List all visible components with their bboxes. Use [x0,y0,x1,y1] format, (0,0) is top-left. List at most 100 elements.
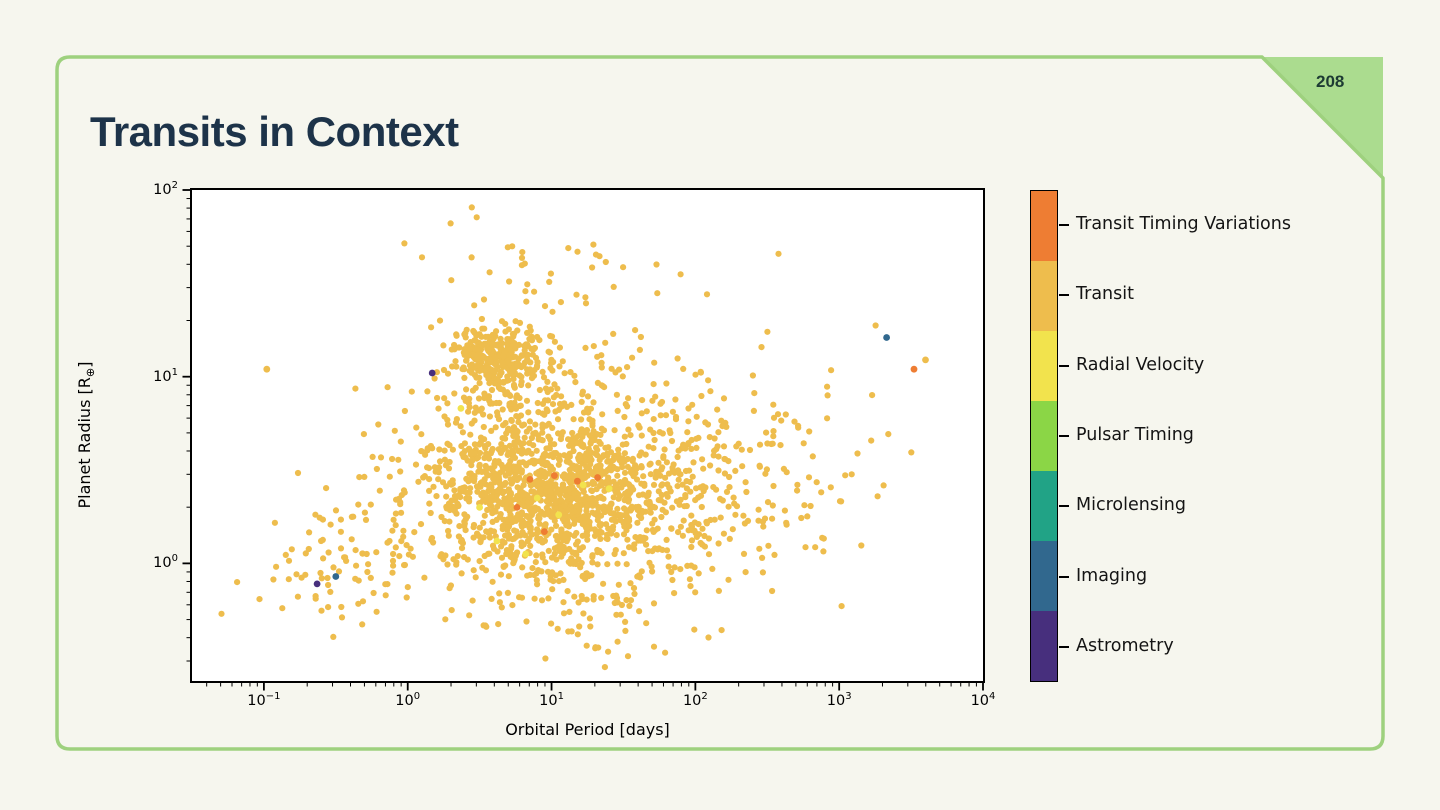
scatter-point [498,318,506,325]
scatter-point [538,597,546,604]
scatter-point [547,436,554,443]
scatter-point [496,480,503,487]
scatter-point [634,573,641,580]
scatter-point [466,489,473,496]
scatter-point [658,513,665,521]
scatter-point [355,501,362,508]
scatter-point [442,616,449,623]
scatter-point [639,397,646,404]
scatter-point-outlier [526,476,534,483]
scatter-point [305,545,312,553]
scatter-point [615,446,622,453]
scatter-point [218,610,225,617]
scatter-point [635,422,642,429]
legend-label: Pulsar Timing [1076,425,1194,445]
scatter-point [359,598,367,605]
scatter-point [587,623,594,630]
scatter-point [665,563,672,570]
scatter-point [698,392,705,400]
scatter-point [614,638,621,645]
scatter-point [710,452,717,459]
scatter-point [650,481,658,488]
scatter-point [654,290,661,297]
scatter-point [436,446,443,453]
scatter-point [584,524,591,531]
scatter-point [449,503,456,510]
scatter-point [369,453,376,460]
scatter-point [488,484,495,491]
scatter-point [541,510,548,517]
scatter-point [613,592,620,599]
scatter-point [550,578,557,585]
scatter-point [801,502,808,509]
scatter-point [513,413,520,420]
scatter-point [555,578,563,585]
scatter-point [523,397,531,404]
scatter-point [695,570,702,577]
legend-label: Transit Timing Variations [1076,214,1291,235]
scatter-point [687,583,694,590]
scatter-point [463,326,470,333]
scatter-point [501,348,508,355]
scatter-point [663,547,671,554]
scatter-point [530,373,537,380]
scatter-point [584,393,592,400]
scatter-point [386,473,393,480]
scatter-point [610,330,617,337]
scatter-point [470,567,477,574]
scatter-point [656,545,663,552]
scatter-point [598,364,605,371]
scatter-point [625,426,632,433]
scatter-point [549,424,556,431]
scatter-point [584,536,591,543]
scatter-point [396,553,403,560]
scatter-point [508,349,515,356]
scatter-point [648,563,655,570]
scatter-point [572,466,579,473]
scatter-point [819,534,826,541]
scatter-point [501,488,508,495]
scatter-point [547,270,554,277]
scatter-point [461,511,468,518]
scatter-point [519,249,526,256]
scatter-point [480,423,487,431]
scatter-point [451,341,458,349]
scatter-point [715,453,722,460]
scatter-point [574,495,581,502]
legend-label: Astrometry [1076,635,1174,656]
scatter-point [468,450,476,457]
scatter-point [604,452,611,459]
scatter-point [424,464,431,471]
scatter-point [605,648,612,655]
scatter-point [637,333,644,341]
colorbar [1030,190,1058,682]
scatter-point [650,416,657,423]
scatter-point [433,493,440,500]
scatter-point [362,516,370,523]
scatter-point [461,520,468,527]
scatter-point [504,389,511,396]
scatter-point [359,550,366,557]
scatter-point [564,454,571,461]
scatter-point [529,565,536,572]
scatter-point [471,441,478,448]
scatter-point [557,436,564,443]
scatter-point [494,503,501,510]
scatter-point [528,508,535,515]
scatter-point [688,512,695,519]
scatter-point [509,367,516,374]
scatter-point-outlier [574,477,581,485]
scatter-point [417,521,425,528]
scatter-point [534,399,541,407]
scatter-point [552,449,559,457]
scatter-point [621,433,628,440]
scatter-point [599,383,607,390]
scatter-point [559,358,566,365]
scatter-point-outlier [476,504,483,511]
scatter-point [270,576,277,583]
scatter-point [389,455,396,463]
scatter-point [544,388,551,396]
scatter-point [725,576,732,583]
scatter-point [590,399,597,406]
